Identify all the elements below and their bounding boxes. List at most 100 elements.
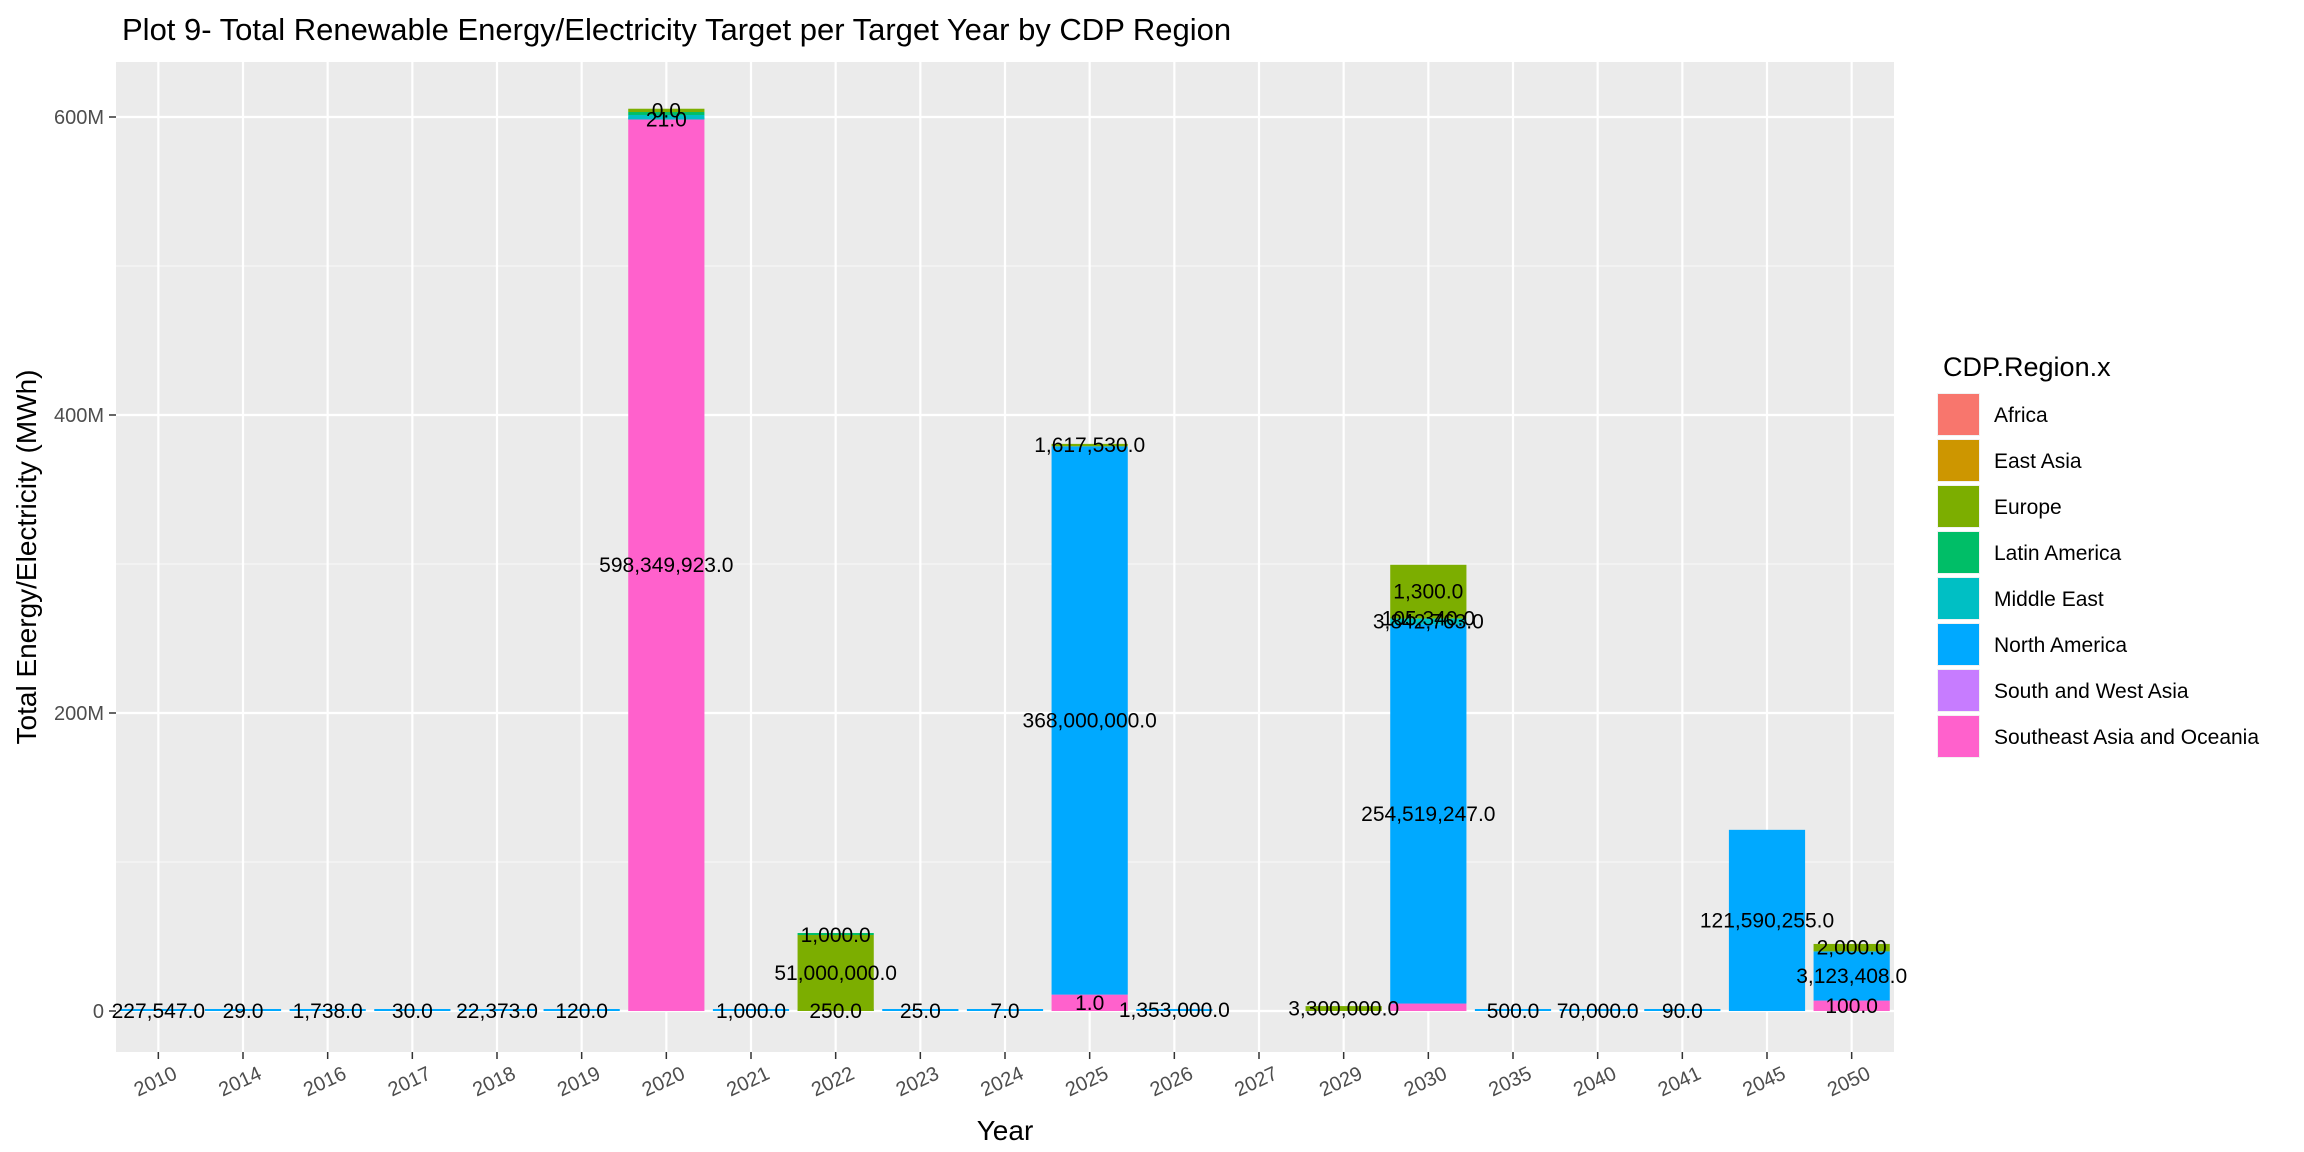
- bar-segment: [1474, 1009, 1552, 1011]
- y-tick-label: 0: [93, 1001, 104, 1023]
- y-tick-label: 600M: [54, 107, 104, 129]
- data-label: 7.0: [990, 1000, 1019, 1023]
- data-label: 29.0: [223, 1000, 264, 1023]
- bar-segment: [1813, 1000, 1890, 1011]
- data-label: 1,000.0: [716, 1000, 786, 1023]
- bar-segment: [1390, 564, 1467, 619]
- grid-lines: [116, 62, 1894, 1052]
- bar-segment: [797, 935, 874, 1011]
- x-tick-label: 2020: [639, 1063, 689, 1102]
- bar-segment: [882, 1009, 959, 1011]
- legend-title: CDP.Region.x: [1943, 352, 2111, 382]
- legend-swatch: [1938, 394, 1979, 435]
- bar-segment: [1644, 1009, 1721, 1011]
- bar-segment: [1728, 829, 1806, 1011]
- data-label: 250.0: [809, 1000, 862, 1023]
- legend-label: Latin America: [1994, 542, 2122, 565]
- data-label: 2,000.0: [1817, 937, 1887, 960]
- bar-segment: [628, 112, 705, 115]
- bar-segment: [543, 1009, 620, 1011]
- legend-label: East Asia: [1994, 450, 2082, 473]
- x-tick-label: 2021: [723, 1063, 773, 1102]
- bar-segment: [1136, 1008, 1213, 1011]
- legend-label: Africa: [1994, 404, 2048, 427]
- x-tick-label: 2035: [1485, 1063, 1535, 1102]
- bar-segment: [1813, 943, 1890, 952]
- legend-swatch: [1938, 624, 1979, 665]
- bar-segment: [120, 1009, 197, 1011]
- bar-segment: [204, 1009, 282, 1011]
- data-label: 120.0: [555, 1000, 608, 1023]
- legend-label: Middle East: [1994, 588, 2104, 611]
- data-label: 51,000,000.0: [774, 962, 897, 985]
- data-label: 3,842,763.0: [1373, 610, 1484, 633]
- data-label: 22,373.0: [456, 1000, 538, 1023]
- legend-items: Africa East Asia Europe Latin America Middle…: [1937, 393, 2259, 758]
- data-label: 368,000,000.0: [1023, 709, 1157, 732]
- data-label: 1,000.0: [801, 924, 871, 947]
- x-axis: 2010 2014 2016 2017 2018 2019 2020 2021 2022 2023…: [131, 1052, 1874, 1101]
- data-label: 3,123,408.0: [1796, 965, 1907, 988]
- x-tick-label: 2022: [808, 1063, 858, 1102]
- x-tick-label: 2018: [469, 1063, 519, 1102]
- bar-segment: [966, 1009, 1044, 1011]
- x-tick-label: 2045: [1739, 1063, 1789, 1102]
- x-tick-label: 2029: [1316, 1063, 1366, 1102]
- data-label: 1,617,530.0: [1034, 434, 1145, 457]
- bar-segment: [1559, 1009, 1636, 1011]
- y-tick-label: 200M: [54, 703, 104, 725]
- legend-swatch: [1938, 716, 1979, 757]
- legend-swatch: [1938, 532, 1979, 573]
- data-label: 227,547.0: [112, 1000, 205, 1023]
- bar-segment: [1051, 446, 1128, 995]
- bar-segment: [1051, 443, 1128, 447]
- data-label: 121,590,255.0: [1700, 909, 1834, 932]
- x-tick-label: 2030: [1401, 1063, 1451, 1102]
- x-tick-label: 2027: [1231, 1063, 1281, 1102]
- x-tick-label: 2040: [1570, 1063, 1620, 1102]
- data-labels: 227,547.0 29.0 1,738.0 30.0 22,373.0 120.0 598…: [112, 99, 1908, 1023]
- data-label: 1,300.0: [1393, 581, 1463, 604]
- legend-swatch: [1938, 578, 1979, 619]
- bar-segment: [374, 1009, 451, 1011]
- bar-segment: [1051, 994, 1128, 1011]
- x-tick-label: 2010: [131, 1063, 181, 1102]
- x-tick-label: 2016: [300, 1063, 350, 1102]
- data-label: 100.0: [1825, 995, 1878, 1018]
- x-tick-label: 2014: [215, 1063, 265, 1102]
- data-label: 90.0: [1662, 1000, 1703, 1023]
- data-label: 70,000.0: [1557, 1000, 1639, 1023]
- data-label: 1,738.0: [293, 1000, 363, 1023]
- x-tick-label: 2025: [1062, 1063, 1112, 1102]
- bar-segment: [458, 1009, 536, 1011]
- x-tick-label: 2019: [554, 1063, 604, 1102]
- legend-label: North America: [1994, 634, 2127, 657]
- legend-swatch: [1938, 486, 1979, 527]
- bars: [120, 108, 1890, 1011]
- data-label: 500.0: [1487, 1000, 1540, 1023]
- legend-label: Southeast Asia and Oceania: [1994, 726, 2259, 749]
- bar-segment: [797, 933, 874, 936]
- legend: CDP.Region.x Africa East Asia Europe Latin …: [1937, 352, 2259, 758]
- y-tick-label: 400M: [54, 405, 104, 427]
- bar-segment: [1390, 618, 1467, 625]
- bar-segment: [628, 119, 705, 1011]
- x-tick-label: 2024: [977, 1063, 1027, 1102]
- x-tick-label: 2050: [1824, 1063, 1874, 1102]
- x-tick-label: 2026: [1147, 1063, 1197, 1102]
- bar-segment: [1305, 1006, 1382, 1011]
- data-label: 1,353,000.0: [1119, 999, 1230, 1022]
- bar-segment: [1390, 624, 1467, 1004]
- bar-segment: [628, 108, 705, 113]
- y-axis-title: Total Energy/Electricity (MWh): [11, 370, 42, 745]
- x-axis-title: Year: [977, 1115, 1034, 1146]
- x-tick-label: 2041: [1655, 1063, 1705, 1102]
- data-label: 0.0: [652, 99, 681, 122]
- legend-label: Europe: [1994, 496, 2062, 519]
- bar-segment: [628, 114, 705, 120]
- chart-title: Plot 9- Total Renewable Energy/Electrici…: [122, 12, 1231, 47]
- x-tick-label: 2017: [385, 1063, 435, 1102]
- data-label: 105,340.0: [1382, 608, 1475, 631]
- y-axis: 0 200M 400M 600M: [54, 107, 116, 1023]
